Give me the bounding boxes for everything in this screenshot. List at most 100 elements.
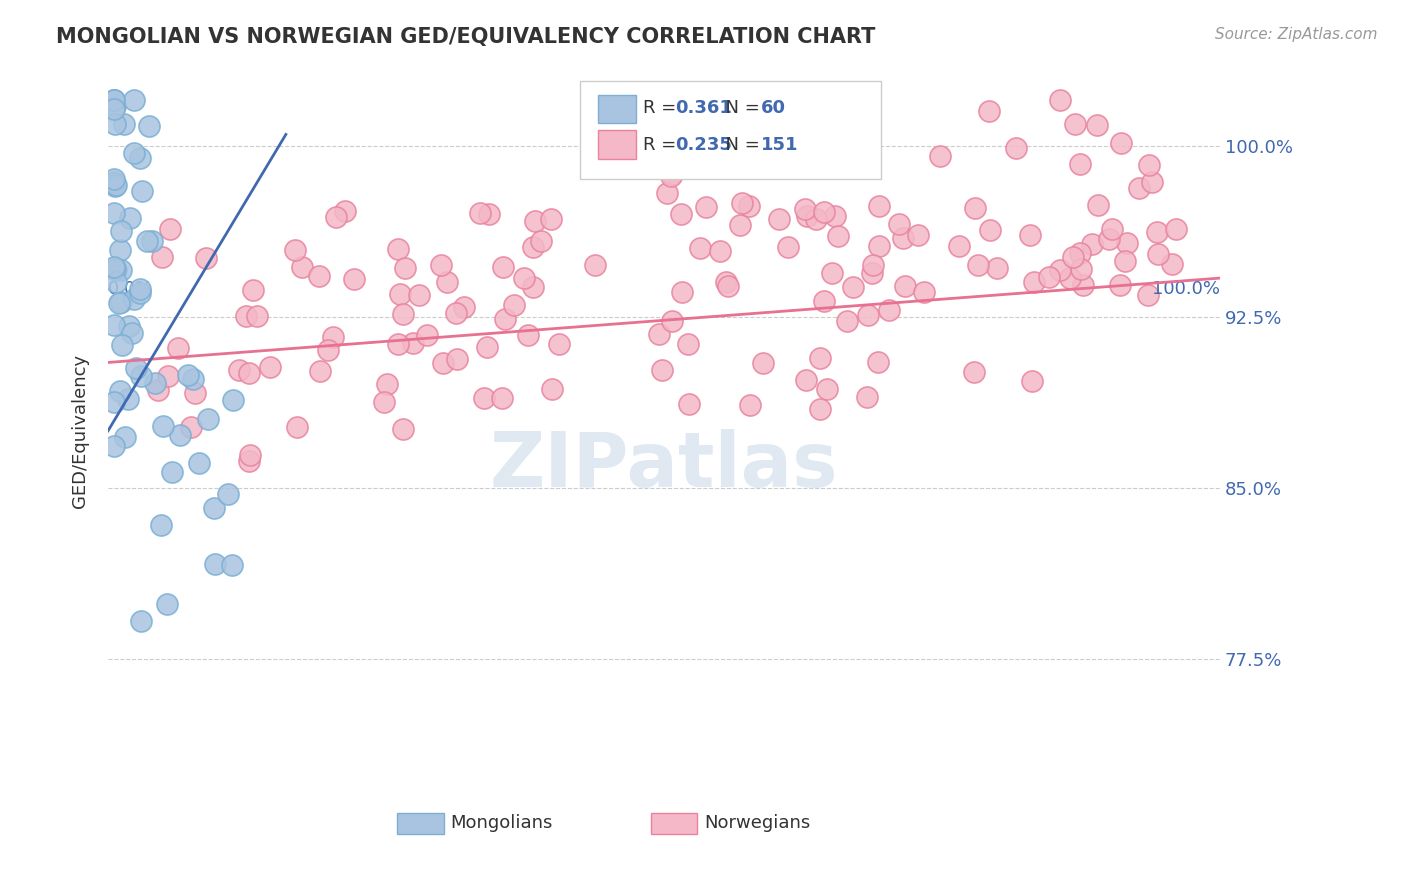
Point — [709, 244, 731, 259]
Point — [468, 206, 491, 220]
Point — [141, 235, 163, 249]
Point — [110, 295, 132, 310]
Point — [661, 167, 683, 181]
FancyBboxPatch shape — [396, 813, 444, 834]
Text: 100.0%: 100.0% — [1152, 280, 1220, 298]
Text: 0.0%: 0.0% — [108, 280, 153, 298]
Text: 0.235: 0.235 — [675, 136, 733, 153]
Point — [1062, 250, 1084, 264]
Point — [373, 395, 395, 409]
Point — [343, 271, 366, 285]
Text: N =: N = — [714, 99, 765, 117]
Point — [522, 240, 544, 254]
Point — [891, 231, 914, 245]
Point — [475, 340, 498, 354]
Point — [103, 93, 125, 107]
Point — [1069, 246, 1091, 260]
Point — [143, 376, 166, 391]
Text: 60: 60 — [761, 99, 786, 117]
Point — [979, 223, 1001, 237]
Point — [541, 382, 564, 396]
Point — [415, 328, 437, 343]
Point — [1005, 141, 1028, 155]
Point — [238, 366, 260, 380]
Point — [717, 279, 740, 293]
Point — [695, 200, 717, 214]
Point — [228, 363, 250, 377]
Point — [117, 319, 139, 334]
Point — [159, 222, 181, 236]
Point — [103, 260, 125, 274]
Point — [111, 338, 134, 352]
FancyBboxPatch shape — [581, 81, 880, 178]
Text: ZIPatlas: ZIPatlas — [489, 429, 838, 503]
Point — [122, 146, 145, 161]
Point — [928, 149, 950, 163]
Point — [1070, 261, 1092, 276]
Point — [246, 309, 269, 323]
Point — [235, 309, 257, 323]
Point — [387, 242, 409, 256]
Point — [239, 448, 262, 462]
Point — [986, 261, 1008, 276]
Point — [177, 368, 200, 382]
Point — [966, 258, 988, 272]
Point — [659, 169, 682, 183]
Point — [738, 199, 761, 213]
Point — [103, 318, 125, 333]
Point — [472, 391, 495, 405]
Point — [731, 196, 754, 211]
Point — [129, 283, 152, 297]
Point — [157, 369, 180, 384]
Point — [808, 401, 831, 416]
Point — [114, 430, 136, 444]
Point — [135, 234, 157, 248]
Text: R =: R = — [643, 99, 682, 117]
Point — [1073, 277, 1095, 292]
Point — [860, 266, 883, 280]
Point — [110, 262, 132, 277]
Text: MONGOLIAN VS NORWEGIAN GED/EQUIVALENCY CORRELATION CHART: MONGOLIAN VS NORWEGIAN GED/EQUIVALENCY C… — [56, 27, 876, 46]
Point — [1097, 232, 1119, 246]
Point — [110, 384, 132, 398]
FancyBboxPatch shape — [651, 813, 697, 834]
Point — [110, 224, 132, 238]
Point — [285, 419, 308, 434]
Point — [103, 93, 125, 107]
Point — [794, 373, 817, 387]
Point — [152, 418, 174, 433]
Point — [104, 99, 127, 113]
Point — [894, 279, 917, 293]
Point — [238, 454, 260, 468]
Point — [1049, 93, 1071, 107]
Point — [103, 175, 125, 189]
Point — [375, 376, 398, 391]
Point — [169, 427, 191, 442]
Point — [1114, 253, 1136, 268]
Point — [107, 296, 129, 310]
Point — [204, 558, 226, 572]
Point — [389, 287, 412, 301]
Point — [183, 372, 205, 386]
Point — [1038, 270, 1060, 285]
Point — [678, 397, 700, 411]
Point — [402, 335, 425, 350]
Point — [180, 420, 202, 434]
FancyBboxPatch shape — [599, 95, 636, 123]
Point — [1085, 119, 1108, 133]
Point — [242, 283, 264, 297]
Point — [827, 229, 849, 244]
Point — [808, 351, 831, 365]
Point — [513, 271, 536, 285]
Point — [824, 209, 846, 223]
Point — [125, 360, 148, 375]
Point — [429, 258, 451, 272]
Point — [150, 250, 173, 264]
Text: R =: R = — [643, 136, 682, 153]
Point — [110, 243, 132, 257]
Point — [478, 206, 501, 220]
Point — [1147, 247, 1170, 261]
Point — [104, 275, 127, 289]
Point — [678, 337, 700, 351]
Point — [150, 517, 173, 532]
